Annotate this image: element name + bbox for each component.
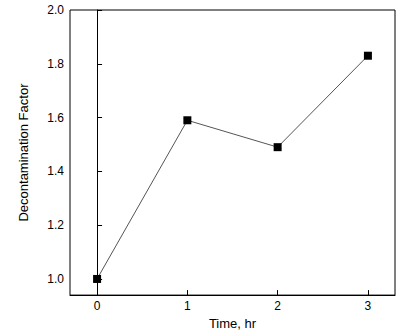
svg-text:2: 2 [274, 299, 281, 313]
svg-text:1.8: 1.8 [47, 57, 64, 71]
svg-text:3: 3 [365, 299, 372, 313]
svg-text:1: 1 [184, 299, 191, 313]
svg-text:1.4: 1.4 [47, 164, 64, 178]
svg-text:2.0: 2.0 [47, 3, 64, 17]
svg-text:1.0: 1.0 [47, 272, 64, 286]
svg-text:1.6: 1.6 [47, 111, 64, 125]
svg-text:Time, hr: Time, hr [209, 316, 257, 331]
svg-text:Decontamination Factor: Decontamination Factor [16, 83, 31, 222]
svg-text:0: 0 [94, 299, 101, 313]
svg-text:1.2: 1.2 [47, 218, 64, 232]
